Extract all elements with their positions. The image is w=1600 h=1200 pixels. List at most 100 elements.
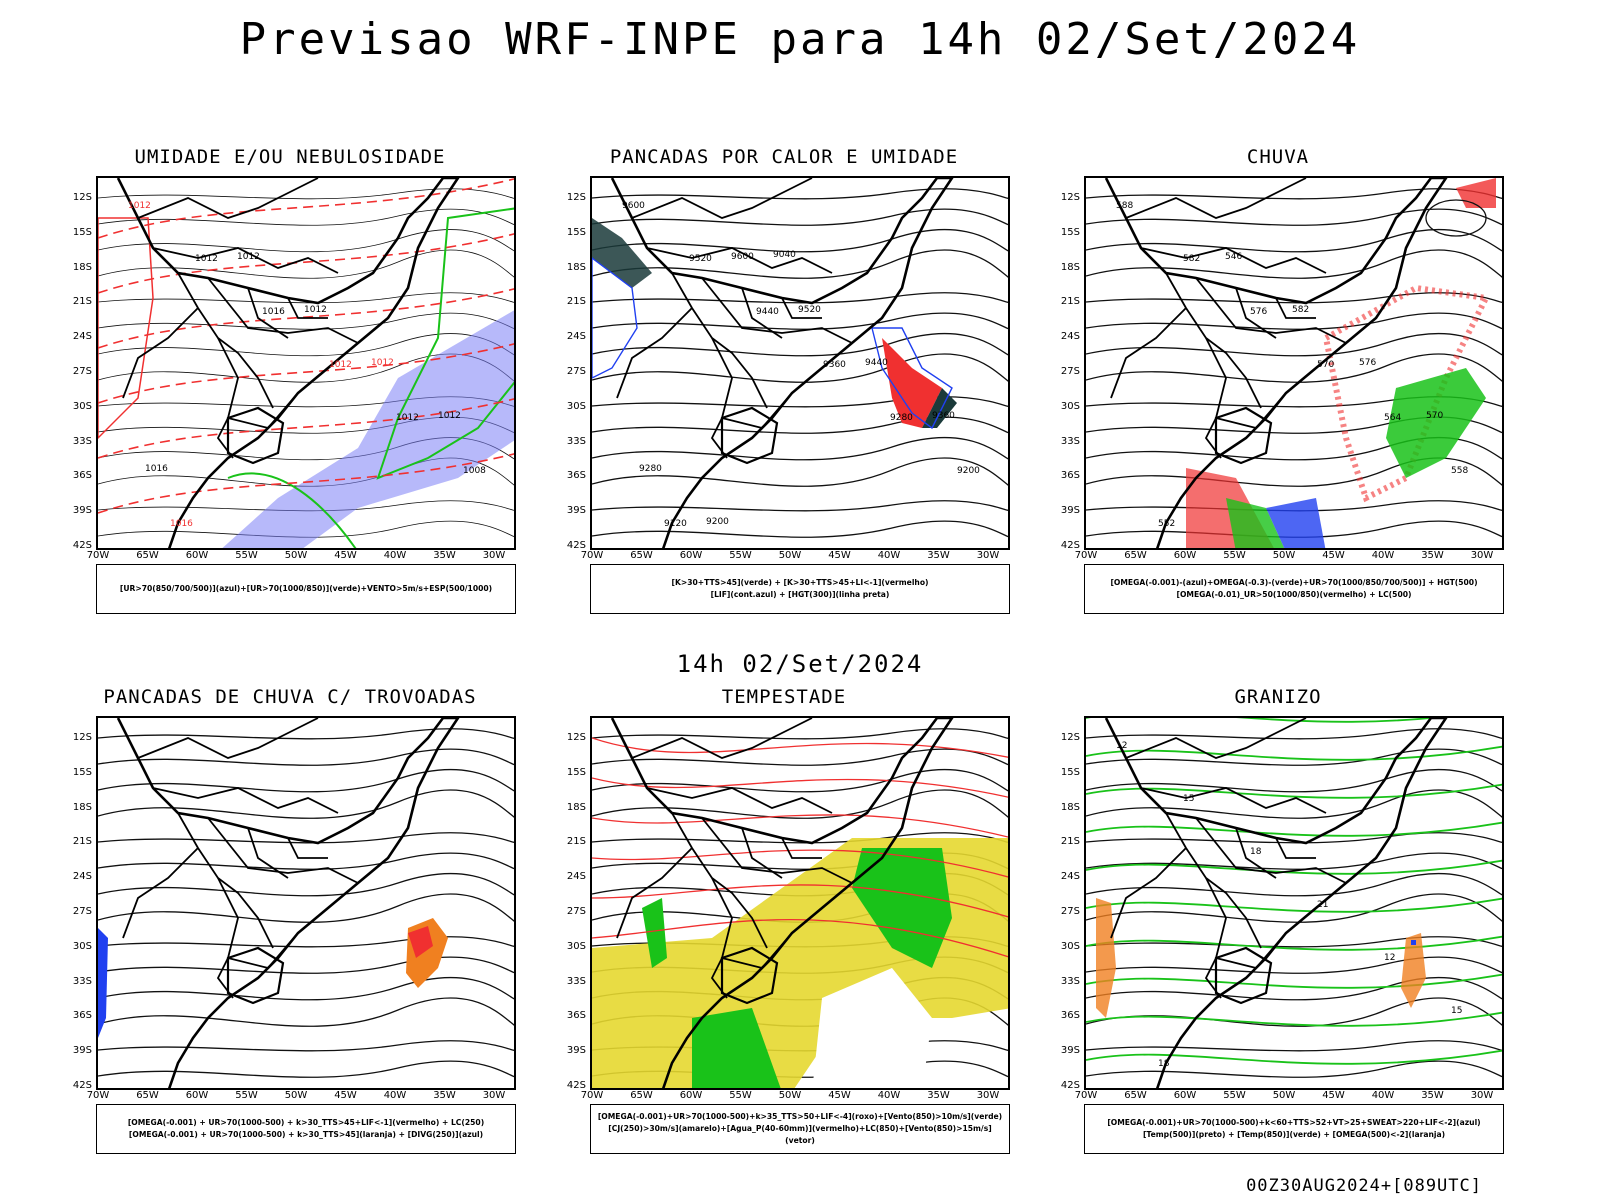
lon-tick-label: 50W xyxy=(284,550,308,561)
lon-tick-label: 60W xyxy=(679,550,703,561)
state-border xyxy=(741,287,783,339)
uruguay-border xyxy=(720,406,779,465)
isoline xyxy=(98,312,514,330)
lat-tick-label: 33S xyxy=(1060,975,1080,987)
isoline xyxy=(1086,208,1502,226)
lat-axis: 12S 15S 18S 21S 24S 27S 30S 33S 36S 39S 42S xyxy=(558,176,590,551)
legend-line: [CJ(250)>30m/s](amarelo)+[Agua_P(40-60mm… xyxy=(608,1124,992,1145)
forecast-time-label: 14h 02/Set/2024 xyxy=(676,650,924,678)
lat-tick-label: 30S xyxy=(566,940,586,952)
state-border xyxy=(1195,817,1347,884)
isoline xyxy=(1086,520,1502,538)
isoline xyxy=(98,728,514,740)
uruguay-border xyxy=(226,946,285,1005)
isoline xyxy=(592,748,1008,766)
contour-label: 546 xyxy=(1225,252,1242,262)
state-border xyxy=(137,718,319,759)
strong-rain-field xyxy=(1226,498,1285,548)
lat-tick-label: 12S xyxy=(72,732,92,743)
legend-line: [OMEGA(-0.001)+UR>70(1000-500)+k>35_TTS>… xyxy=(597,1112,1003,1121)
lon-tick-label: 65W xyxy=(136,550,159,561)
isoline xyxy=(98,520,514,538)
isoline xyxy=(592,208,1008,226)
lon-tick-label: 60W xyxy=(1173,550,1197,561)
lon-tick-label: 55W xyxy=(235,550,258,561)
coastline xyxy=(116,718,460,1088)
contour-label: 18 xyxy=(1250,847,1262,857)
isoline xyxy=(1086,789,1502,819)
isoline xyxy=(1086,1060,1502,1078)
clear-area xyxy=(812,968,932,1088)
panel-umidade: UMIDADE E/OU NEBULOSIDADE 12S 15S 18S 21S 24… xyxy=(50,146,530,626)
low-level-jet-field xyxy=(852,848,952,968)
state-border xyxy=(721,392,793,430)
page-title: Previsao WRF-INPE para 14h 02/Set/2024 xyxy=(239,14,1361,65)
contour-label: 9200 xyxy=(706,517,729,527)
lat-tick-label: 27S xyxy=(72,366,92,377)
lat-tick-label: 30S xyxy=(1060,940,1080,952)
lat-tick-label: 33S xyxy=(566,435,586,447)
isoline xyxy=(98,229,514,253)
lat-tick-label: 12S xyxy=(1060,732,1080,743)
lon-tick-label: 30W xyxy=(976,550,1000,561)
isoline xyxy=(1086,768,1502,793)
temperature-850-contour xyxy=(1086,897,1502,913)
contour-label: 15 xyxy=(1451,1006,1462,1016)
state-border xyxy=(741,827,783,879)
lon-tick-label: 40W xyxy=(383,1090,407,1101)
thunderstorm-field xyxy=(408,926,433,958)
isoline xyxy=(592,789,1008,819)
state-border xyxy=(227,392,299,430)
isoline xyxy=(1086,728,1502,740)
contour-label: 558 xyxy=(1451,466,1468,476)
isoline xyxy=(1086,872,1502,897)
lon-tick-label: 30W xyxy=(1470,1090,1494,1101)
lon-tick-label: 45W xyxy=(334,550,357,561)
lon-axis: 70W 65W 60W 55W 50W 45W 40W 35W 30W xyxy=(87,1090,516,1104)
contour-label: 9520 xyxy=(798,305,821,315)
lat-tick-label: 12S xyxy=(566,192,586,203)
lon-tick-label: 30W xyxy=(482,1090,506,1101)
lat-tick-label: 42S xyxy=(72,540,92,551)
isoline xyxy=(592,436,1008,461)
low-level-humidity-contour xyxy=(227,472,357,548)
legend-box: [OMEGA(-0.001) + UR>70(1000-500) + k>30_… xyxy=(96,1104,516,1154)
panel-title: GRANIZO xyxy=(1234,686,1322,708)
isoline xyxy=(592,768,1008,793)
lat-tick-label: 18S xyxy=(72,801,92,813)
lat-tick-label: 15S xyxy=(72,766,92,778)
lon-tick-label: 70W xyxy=(1074,1090,1098,1101)
contour-label: 9520 xyxy=(689,254,712,264)
lon-tick-label: 45W xyxy=(1322,1090,1345,1101)
thickness-contour xyxy=(98,453,514,514)
lon-tick-label: 30W xyxy=(482,550,506,561)
isoline xyxy=(98,188,514,200)
contour-label: 1012 xyxy=(396,413,419,423)
lon-tick-label: 65W xyxy=(136,1090,159,1101)
state-border xyxy=(721,932,793,970)
lat-tick-label: 21S xyxy=(566,836,586,848)
map-frame xyxy=(96,716,516,1090)
map-canvas: 9600 9520 9440 9360 9280 9200 9120 9600 9520 9440… xyxy=(592,178,1008,548)
isoline xyxy=(1086,292,1502,304)
contour-label: 564 xyxy=(1384,413,1401,423)
isoline xyxy=(98,997,514,1027)
contour-label: 576 xyxy=(1250,307,1267,317)
lat-tick-label: 33S xyxy=(72,975,92,987)
contour-label: 1012 xyxy=(329,360,352,370)
state-border xyxy=(207,277,359,344)
isoline xyxy=(98,768,514,793)
state-border xyxy=(227,932,299,970)
isoline xyxy=(592,520,1008,538)
isoline xyxy=(592,292,1008,304)
hail-point xyxy=(1411,940,1416,945)
lat-tick-label: 39S xyxy=(1060,505,1080,517)
state-border xyxy=(1140,787,1327,814)
isoline xyxy=(1086,396,1502,408)
lat-tick-label: 15S xyxy=(1060,226,1080,238)
lon-tick-label: 70W xyxy=(580,550,604,561)
lon-tick-label: 50W xyxy=(1272,1090,1296,1101)
lon-axis: 70W 65W 60W 55W 50W 45W 40W 35W 30W xyxy=(1075,550,1504,564)
isoline xyxy=(98,872,514,897)
low-level-jet-field xyxy=(692,1008,781,1088)
